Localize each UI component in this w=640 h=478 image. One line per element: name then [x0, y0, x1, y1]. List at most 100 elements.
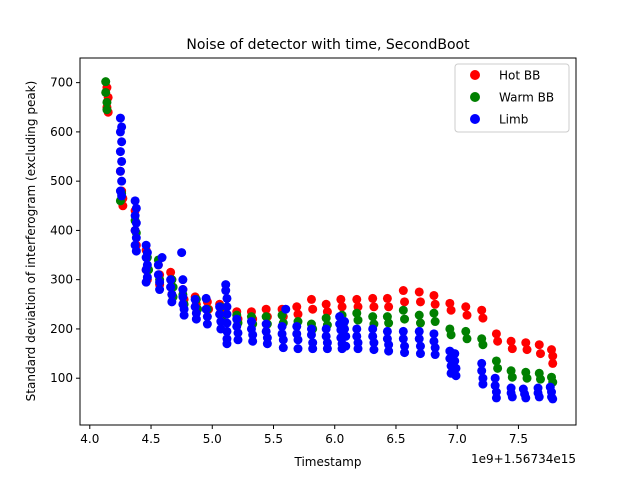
- point-limb: [341, 331, 351, 341]
- point-limb: [477, 358, 487, 368]
- point-warm-bb: [321, 313, 331, 323]
- point-hot-bb: [336, 294, 346, 304]
- point-warm-bb: [101, 77, 111, 87]
- point-limb: [430, 350, 440, 360]
- point-warm-bb: [522, 373, 532, 383]
- point-limb: [131, 218, 141, 228]
- legend-marker-warm-bb: [470, 92, 480, 102]
- point-warm-bb: [507, 372, 517, 382]
- point-limb: [142, 260, 152, 270]
- point-limb: [414, 326, 424, 336]
- point-warm-bb: [414, 310, 424, 320]
- point-limb: [248, 336, 258, 346]
- point-limb: [398, 326, 408, 336]
- legend-marker-limb: [470, 114, 480, 124]
- point-hot-bb: [430, 299, 440, 309]
- x-tick-label: 4.5: [141, 432, 160, 446]
- point-limb: [222, 339, 232, 349]
- point-limb: [384, 340, 394, 350]
- point-limb: [340, 324, 350, 334]
- point-limb: [130, 225, 140, 235]
- point-limb: [117, 176, 127, 186]
- point-limb: [478, 379, 488, 389]
- point-limb: [115, 113, 125, 123]
- point-hot-bb: [369, 302, 379, 312]
- point-hot-bb: [368, 293, 378, 303]
- y-tick-label: 200: [50, 322, 73, 336]
- point-limb: [306, 330, 316, 340]
- point-hot-bb: [507, 344, 517, 354]
- point-limb: [179, 310, 189, 320]
- point-limb: [293, 344, 303, 354]
- legend: Hot BB Warm BB Limb: [454, 63, 570, 133]
- x-tick-label: 6.0: [325, 432, 344, 446]
- chart-title: Noise of detector with time, SecondBoot: [186, 37, 470, 53]
- point-limb: [278, 335, 288, 345]
- point-limb: [400, 348, 410, 358]
- point-limb: [232, 314, 242, 324]
- point-hot-bb: [446, 305, 456, 315]
- point-limb: [450, 356, 460, 366]
- point-hot-bb: [382, 293, 392, 303]
- point-hot-bb: [429, 290, 439, 300]
- point-warm-bb: [535, 374, 545, 384]
- point-warm-bb: [398, 305, 408, 315]
- point-limb: [215, 309, 225, 319]
- point-limb: [415, 349, 425, 359]
- point-limb: [477, 366, 487, 376]
- x-tick-label: 4.0: [80, 432, 99, 446]
- point-limb: [369, 338, 379, 348]
- point-limb: [202, 319, 212, 329]
- point-hot-bb: [462, 310, 472, 320]
- point-hot-bb: [506, 336, 516, 346]
- point-limb: [292, 321, 302, 331]
- point-limb: [131, 246, 141, 256]
- point-hot-bb: [337, 302, 347, 312]
- point-hot-bb: [477, 305, 487, 315]
- point-limb: [178, 275, 188, 285]
- point-limb: [352, 324, 362, 334]
- point-limb: [222, 293, 232, 303]
- point-limb: [491, 393, 501, 403]
- point-limb: [201, 293, 211, 303]
- point-limb: [167, 297, 177, 307]
- legend-label-hot-bb: Hot BB: [499, 69, 540, 83]
- x-axis: 4.0 4.5 5.0 5.5 6.0 6.5 7.0 7.5: [80, 425, 528, 446]
- point-limb: [233, 335, 243, 345]
- point-hot-bb: [293, 309, 303, 319]
- point-limb: [414, 334, 424, 344]
- point-limb: [400, 341, 410, 351]
- point-limb: [222, 326, 232, 336]
- point-limb: [131, 233, 141, 243]
- point-limb: [117, 122, 127, 132]
- point-warm-bb: [102, 105, 112, 115]
- point-limb: [117, 191, 127, 201]
- point-hot-bb: [548, 351, 558, 361]
- point-limb: [353, 344, 363, 354]
- y-tick-label: 500: [50, 174, 73, 188]
- point-limb: [398, 334, 408, 344]
- point-limb: [246, 317, 256, 327]
- legend-label-warm-bb: Warm BB: [499, 91, 554, 105]
- point-limb: [384, 346, 394, 356]
- point-limb: [142, 272, 152, 282]
- point-limb: [308, 344, 318, 354]
- x-tick-label: 7.0: [448, 432, 467, 446]
- legend-box: [454, 63, 570, 133]
- y-tick-label: 300: [50, 273, 73, 287]
- legend-label-limb: Limb: [499, 113, 528, 127]
- point-warm-bb: [491, 356, 501, 366]
- point-limb: [277, 321, 287, 331]
- point-hot-bb: [321, 299, 331, 309]
- y-tick-label: 100: [50, 371, 73, 385]
- point-warm-bb: [415, 318, 425, 328]
- point-hot-bb: [414, 287, 424, 297]
- point-hot-bb: [548, 358, 558, 368]
- point-limb: [141, 240, 151, 250]
- point-limb: [248, 330, 258, 340]
- point-hot-bb: [445, 298, 455, 308]
- point-warm-bb: [462, 334, 472, 344]
- point-hot-bb: [306, 294, 316, 304]
- point-limb: [281, 304, 291, 314]
